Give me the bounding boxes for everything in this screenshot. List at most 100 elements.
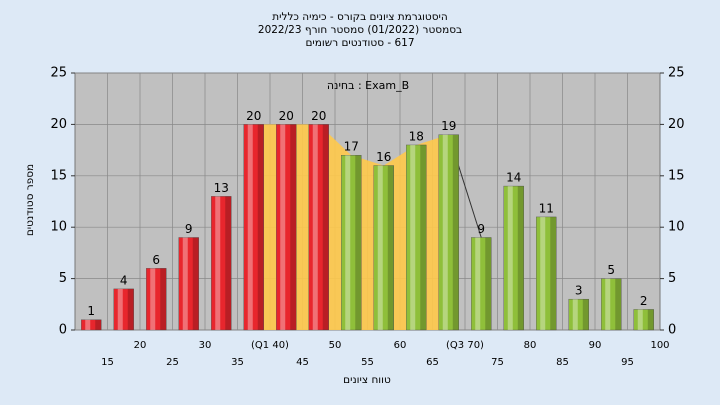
- bar-shine: [117, 288, 123, 330]
- data-label: 9: [477, 222, 485, 236]
- x-tick-label: 80: [524, 340, 537, 351]
- y-tick-label: 15: [50, 168, 67, 183]
- x-tick-label: 15: [101, 357, 114, 368]
- bar: [601, 278, 622, 331]
- bar: [568, 298, 589, 331]
- y2-tick-label: 20: [668, 117, 685, 132]
- bar-shine: [85, 319, 91, 330]
- data-label: 13: [214, 181, 229, 195]
- data-label: 4: [120, 273, 128, 287]
- bar-shine: [150, 268, 156, 330]
- data-label: 18: [409, 129, 424, 143]
- x-tick-label: (Q1 40): [251, 340, 289, 351]
- bar-shine: [572, 299, 578, 330]
- x-tick-label: 45: [296, 357, 309, 368]
- bar-shine: [215, 196, 221, 330]
- y-tick-label: 25: [50, 66, 67, 81]
- x-tick-label: 55: [361, 357, 374, 368]
- bar: [503, 185, 524, 331]
- data-label: 1: [87, 304, 95, 318]
- x-tick-label: 100: [650, 340, 669, 351]
- bar-shine: [247, 124, 253, 331]
- x-tick-label: 30: [199, 340, 212, 351]
- data-label: 19: [441, 119, 456, 133]
- bar-shade: [290, 124, 297, 331]
- x-axis-title: טווח ציונים: [343, 374, 391, 386]
- bar: [146, 268, 167, 331]
- bar: [113, 288, 134, 331]
- bar-shade: [257, 124, 264, 331]
- x-tick-label: 25: [166, 357, 179, 368]
- bar: [536, 216, 557, 331]
- data-label: 5: [607, 263, 615, 277]
- x-tick-label: 60: [394, 340, 407, 351]
- bar: [471, 237, 492, 331]
- bar-shine: [605, 278, 611, 330]
- bar-shade: [647, 309, 654, 330]
- x-tick-label: 50: [329, 340, 342, 351]
- bar-shine: [475, 237, 481, 330]
- bar: [341, 155, 362, 331]
- bar-shade: [127, 288, 134, 330]
- bar-shade: [615, 278, 622, 330]
- bar: [438, 134, 459, 331]
- bar-shade: [95, 319, 102, 330]
- x-tick-label: 75: [491, 357, 504, 368]
- data-label: 20: [279, 109, 294, 123]
- bar: [373, 165, 394, 331]
- x-tick-label: 85: [556, 357, 569, 368]
- x-tick-label: 35: [231, 357, 244, 368]
- data-label: 14: [506, 171, 521, 185]
- bar: [276, 124, 297, 331]
- y2-tick-label: 15: [668, 168, 685, 183]
- chart-title: היסטוגרמת ציונים בקורס - כימיה כללית: [272, 11, 448, 23]
- bar-shade: [355, 155, 362, 330]
- y2-tick-label: 0: [668, 323, 676, 338]
- bar-shine: [312, 124, 318, 331]
- x-tick-label: 95: [621, 357, 634, 368]
- bar: [81, 319, 102, 331]
- bar-shine: [410, 144, 416, 330]
- y-tick-label: 0: [59, 323, 67, 338]
- data-label: 6: [152, 253, 160, 267]
- annotation: בחינה : Exam_B: [327, 79, 409, 92]
- data-label: 16: [376, 150, 391, 164]
- bar-shine: [182, 237, 188, 330]
- y2-tick-label: 10: [668, 220, 685, 235]
- data-label: 3: [575, 284, 583, 298]
- y-tick-label: 20: [50, 117, 67, 132]
- bar-shade: [550, 216, 557, 330]
- y2-tick-label: 5: [668, 271, 676, 286]
- bar-shade: [582, 299, 589, 330]
- bar-shade: [322, 124, 329, 331]
- data-label: 20: [246, 109, 261, 123]
- bar: [211, 196, 232, 331]
- x-tick-label: (Q3 70): [446, 340, 484, 351]
- bar-shine: [507, 186, 513, 330]
- y-tick-label: 5: [59, 271, 67, 286]
- bar-shade: [160, 268, 167, 330]
- bar-shine: [345, 155, 351, 330]
- bar-shine: [637, 309, 643, 330]
- bar-shade: [485, 237, 492, 330]
- x-tick-label: 20: [134, 340, 147, 351]
- y2-tick-label: 25: [668, 66, 685, 81]
- bar: [243, 124, 264, 331]
- bar-shine: [442, 134, 448, 330]
- bar: [308, 124, 329, 331]
- bar-shade: [192, 237, 199, 330]
- bar-shade: [225, 196, 232, 330]
- data-label: 2: [640, 294, 648, 308]
- y-axis-title: מספר סטודנטים: [24, 164, 36, 236]
- data-label: 11: [539, 201, 554, 215]
- data-label: 9: [185, 222, 193, 236]
- data-label: 17: [344, 140, 359, 154]
- bar-shade: [420, 144, 427, 330]
- bar-shine: [280, 124, 286, 331]
- bar-shade: [452, 134, 459, 330]
- bar-shine: [540, 216, 546, 330]
- bar: [406, 144, 427, 331]
- x-tick-label: 90: [589, 340, 602, 351]
- data-label: 20: [311, 109, 326, 123]
